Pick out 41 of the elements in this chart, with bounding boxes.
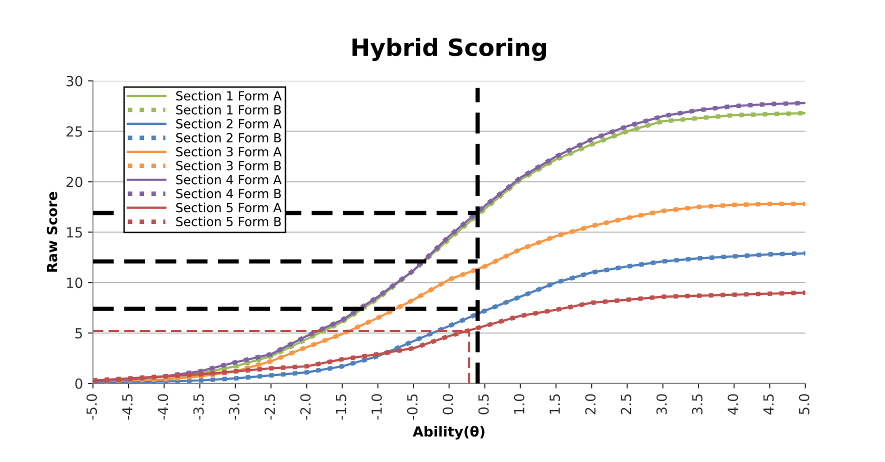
x-tick-label: 4.5 <box>763 394 774 415</box>
x-tick-label: 0.0 <box>442 394 454 414</box>
y-tick-label: 30 <box>66 76 82 86</box>
x-tick-label: -5.0 <box>86 394 97 420</box>
y-tick-label: 5 <box>75 328 82 338</box>
x-tick-label: 2.0 <box>585 394 596 414</box>
x-axis-title: Ability(θ) <box>412 426 484 440</box>
x-tick-label: -1.5 <box>336 394 346 420</box>
legend-label: Section 1 Form A <box>176 90 282 101</box>
x-tick-label: -2.0 <box>300 394 311 420</box>
legend-label: Section 4 Form A <box>176 174 282 184</box>
legend-label: Section 5 Form A <box>176 202 282 212</box>
x-tick-label: 0.5 <box>478 394 489 414</box>
y-tick-label: 25 <box>66 126 82 137</box>
x-tick-label: 4.0 <box>728 394 738 415</box>
y-axis-title: Raw Score <box>46 192 58 272</box>
chart-title: Hybrid Scoring <box>352 38 546 61</box>
legend-label: Section 2 Form A <box>176 118 282 128</box>
legend-label: Section 4 Form B <box>176 188 281 198</box>
y-tick-label: 10 <box>67 278 82 288</box>
x-tick-label: 3.5 <box>692 394 703 414</box>
legend-label: Section 3 Form B <box>176 160 281 170</box>
x-tick-label: -4.5 <box>122 394 133 420</box>
x-tick-label: -3.5 <box>193 394 204 420</box>
x-tick-label: 5.0 <box>798 394 810 414</box>
x-tick-label: -1.0 <box>371 394 382 420</box>
legend-label: Section 2 Form B <box>176 132 281 142</box>
legend-label: Section 1 Form B <box>176 104 281 114</box>
legend-label: Section 3 Form A <box>176 146 282 156</box>
x-tick-label: 2.5 <box>620 394 632 414</box>
x-tick-label: 3.0 <box>656 394 667 414</box>
x-tick-label: 1.5 <box>550 394 560 414</box>
y-tick-label: 20 <box>66 176 82 188</box>
x-tick-label: -4.0 <box>158 394 168 420</box>
x-tick-label: -3.0 <box>228 394 240 420</box>
y-tick-label: 0 <box>75 378 82 389</box>
x-tick-label: 1.0 <box>514 394 524 414</box>
y-tick-label: 15 <box>67 227 82 238</box>
legend-label: Section 5 Form B <box>176 216 281 226</box>
x-tick-label: -2.5 <box>264 394 276 420</box>
x-tick-label: -0.5 <box>407 394 418 420</box>
